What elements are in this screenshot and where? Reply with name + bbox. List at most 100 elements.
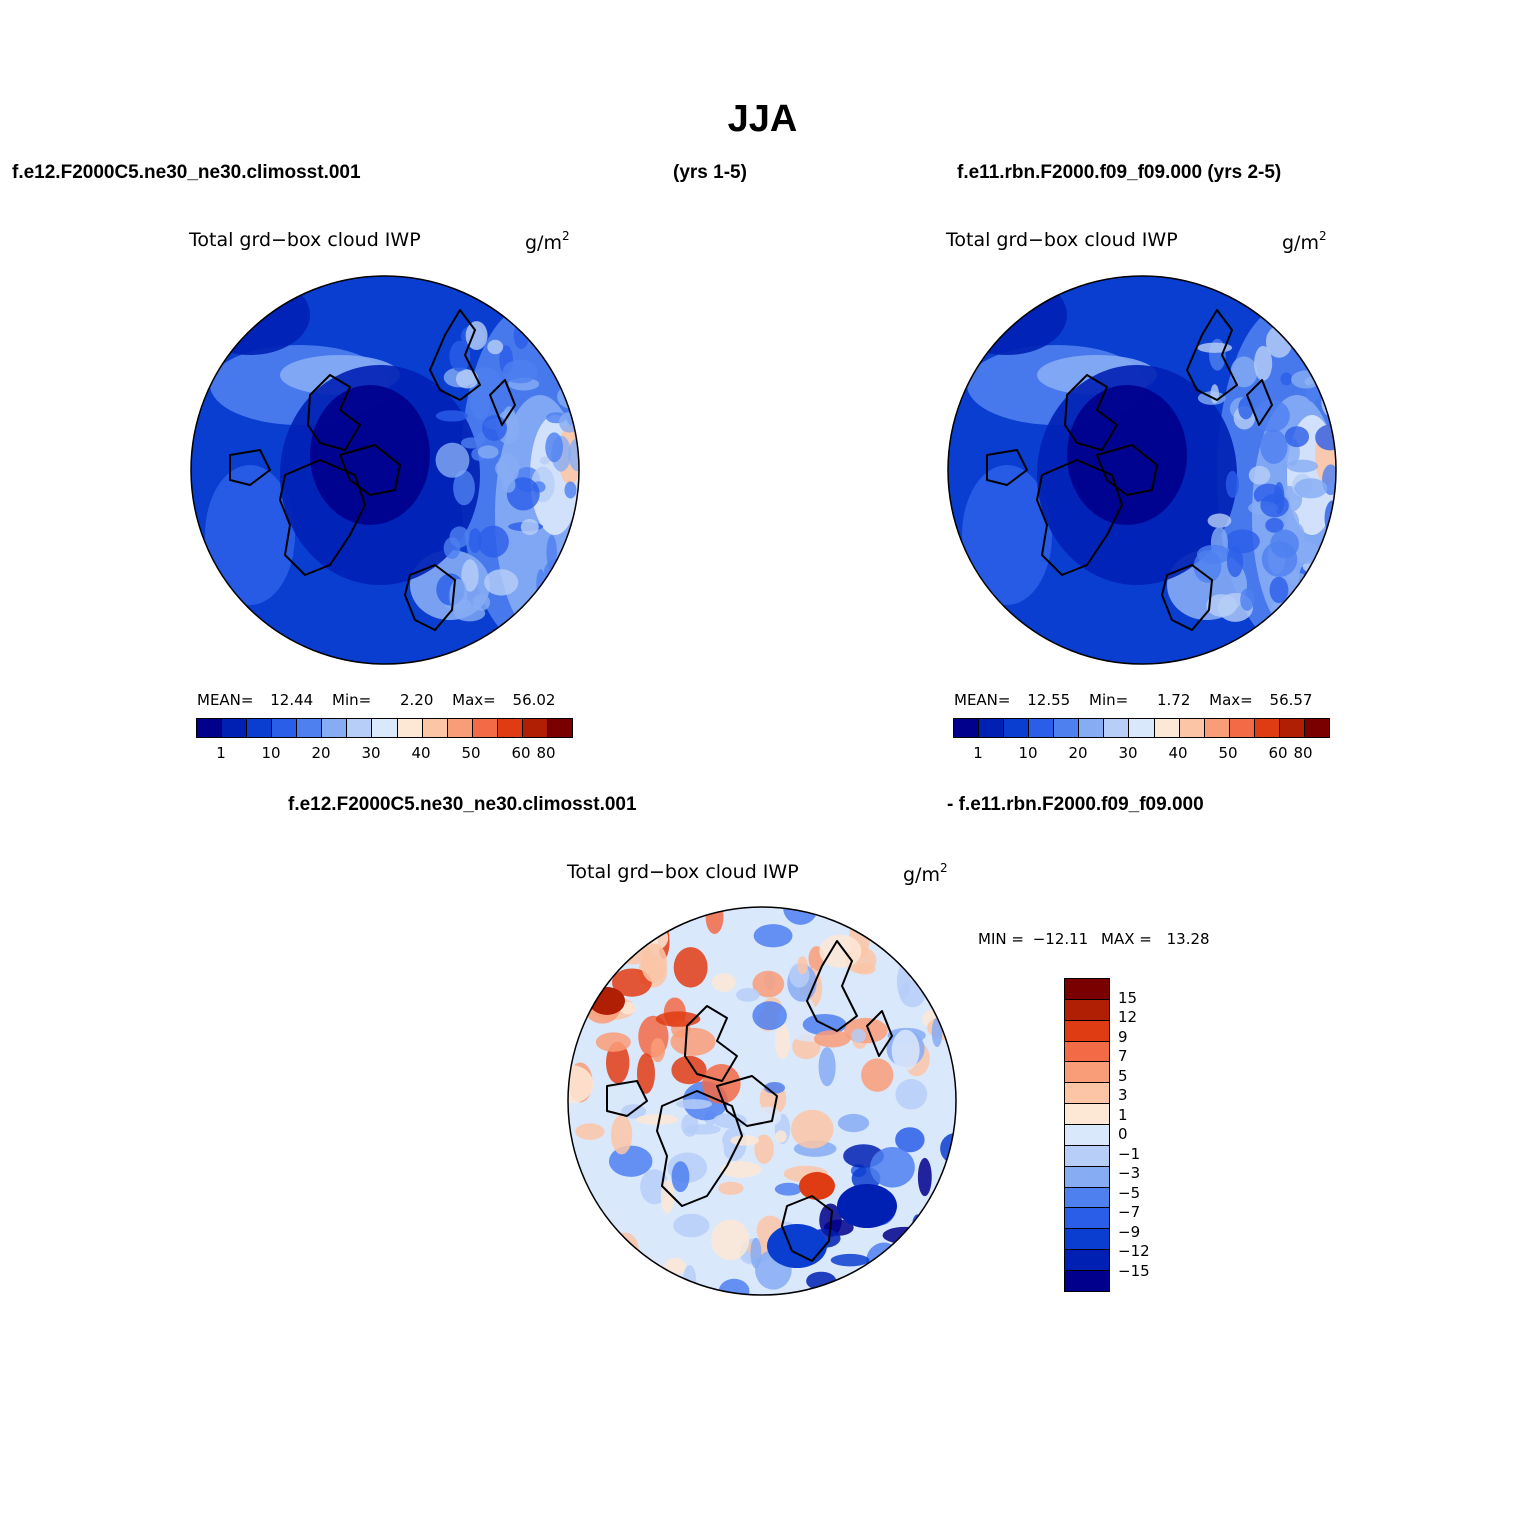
panel2-colorbar-tick-label: 80	[1293, 744, 1313, 762]
diff-field-patch	[568, 1193, 587, 1216]
panel1-field-patch	[545, 432, 564, 463]
panel2-field-region	[962, 465, 1052, 605]
diff-colorbar-box	[1065, 1208, 1109, 1230]
panel2-field-region	[948, 276, 1067, 355]
diff-colorbar-box	[1065, 1083, 1109, 1105]
panel2-field-patch	[1260, 493, 1289, 518]
panel1-colorbar-box	[497, 719, 523, 737]
diff-field-patch	[592, 907, 625, 927]
diff-field-patch	[610, 1114, 633, 1155]
diff-field-patch	[861, 1058, 894, 1092]
diff-field-patch	[572, 1251, 590, 1272]
panel2-field-patch	[1226, 546, 1244, 578]
panel1-field-patch	[435, 442, 470, 478]
diff-variable-title: Total grd−box cloud IWP	[567, 861, 799, 883]
diff-field-patch	[598, 908, 623, 938]
diff-field-patch	[895, 1079, 928, 1110]
diff-field-patch	[879, 1263, 918, 1276]
diff-colorbar	[1064, 978, 1110, 1292]
diff-field-patch	[752, 970, 785, 998]
diff-field-patch	[730, 1135, 760, 1146]
panel1-coastline	[279, 459, 366, 576]
diff-field-patch	[912, 1257, 956, 1270]
diff-colorbar-box	[1065, 979, 1109, 1000]
diff-field-patch	[736, 988, 760, 1002]
panel1-field-patch	[561, 606, 579, 615]
panel2-colorbar-tick-label: 20	[1068, 744, 1088, 762]
panel2-colorbar-box	[1104, 719, 1130, 737]
diff-field-patch	[767, 1224, 827, 1268]
diff-field-patch	[581, 925, 612, 959]
diff-field-patch	[775, 1130, 787, 1143]
panel1-mean: 12.44	[270, 691, 314, 709]
panel2-field-patch	[1306, 383, 1320, 403]
panel2-coastline	[986, 449, 1028, 486]
diff-field-patch	[870, 1147, 915, 1188]
diff-field-patch	[799, 1172, 835, 1200]
diff-colorbar-tick-label: 12	[1118, 1008, 1138, 1026]
panel1-field-patch	[546, 534, 557, 571]
diff-coastline	[781, 1195, 833, 1262]
diff-field-patch	[931, 913, 956, 952]
panel1-mean-label: MEAN=	[197, 691, 254, 709]
diff-field-patch	[684, 1124, 721, 1135]
panel1-colorbar-box	[247, 719, 273, 737]
panel1-colorbar-box	[447, 719, 473, 737]
panel1-stats: MEAN= 12.44 Min= 2.20 Max= 56.02	[197, 691, 555, 709]
panel1-field-patch	[502, 359, 538, 384]
diff-colorbar-tick-label: 15	[1118, 988, 1138, 1007]
diff-map-border	[567, 906, 957, 1296]
diff-field-patch	[568, 1065, 594, 1104]
diff-colorbar-tick-label: −7	[1118, 1203, 1141, 1221]
panel1-colorbar-tick-label: 10	[261, 744, 281, 762]
diff-field-patch	[853, 962, 876, 975]
main-title: JJA	[727, 98, 798, 140]
diff-field-patch	[754, 1063, 778, 1083]
years-label: (yrs 1-5)	[673, 162, 747, 183]
panel1-colorbar-tick-label: 40	[411, 744, 431, 762]
panel2-field-patch	[1254, 345, 1273, 381]
panel2-variable-title: Total grd−box cloud IWP	[946, 229, 1178, 251]
panel1-colorbar-tick-label: 60	[511, 744, 531, 762]
panel2-coastline	[1064, 374, 1118, 451]
diff-colorbar-tick-label: −3	[1118, 1164, 1141, 1182]
diff-coastline	[806, 940, 858, 1032]
panel1-field-patch	[566, 590, 579, 625]
diff-field-patch	[883, 1260, 908, 1292]
panel2-colorbar-tick-label: 50	[1218, 744, 1238, 762]
diff-polar-map	[567, 906, 957, 1296]
panel1-field-patch	[513, 321, 529, 350]
diff-field-patch	[568, 1170, 581, 1183]
diff-colorbar-tick-label: −5	[1118, 1183, 1141, 1202]
diff-field-patch	[640, 943, 668, 983]
panel1-field-region	[310, 385, 430, 525]
panel1-colorbar-tick-label: 1	[216, 744, 226, 762]
diff-colorbar-box	[1065, 1020, 1109, 1042]
diff-colorbar-box	[1065, 1145, 1109, 1167]
diff-field-patch	[931, 983, 947, 997]
diff-colorbar-box	[1065, 1104, 1109, 1126]
diff-colorbar-box	[1065, 1271, 1109, 1291]
diff-field-patch	[806, 1271, 837, 1291]
diff-field-patch	[863, 914, 888, 926]
panel2-map-border	[947, 275, 1337, 665]
diff-colorbar-tick-label: 9	[1118, 1027, 1128, 1046]
panel2-colorbar-box	[1129, 719, 1155, 737]
diff-field-patch	[720, 1161, 762, 1178]
panel1-field-patch	[465, 321, 488, 350]
diff-case-a-label: f.e12.F2000C5.ne30_ne30.climosst.001	[288, 794, 637, 815]
panel1-max-label: Max=	[452, 691, 496, 709]
panel1-field-patch	[564, 481, 577, 499]
panel2-colorbar-tick-label: 40	[1168, 744, 1188, 762]
panel1-colorbar-box	[222, 719, 248, 737]
right-case-label: f.e11.rbn.F2000.f09_f09.000 (yrs 2-5)	[957, 162, 1282, 183]
panel1-field-patch	[477, 525, 509, 558]
diff-field-patch	[588, 1204, 635, 1232]
panel1-field-patch	[453, 470, 475, 506]
diff-field-patch	[895, 1127, 925, 1153]
diff-field-patch	[754, 1134, 774, 1164]
panel2-mean: 12.55	[1027, 691, 1071, 709]
diff-colorbar-box	[1065, 1187, 1109, 1209]
panel1-field-patch	[559, 411, 579, 433]
diff-field-patch	[774, 1023, 790, 1060]
